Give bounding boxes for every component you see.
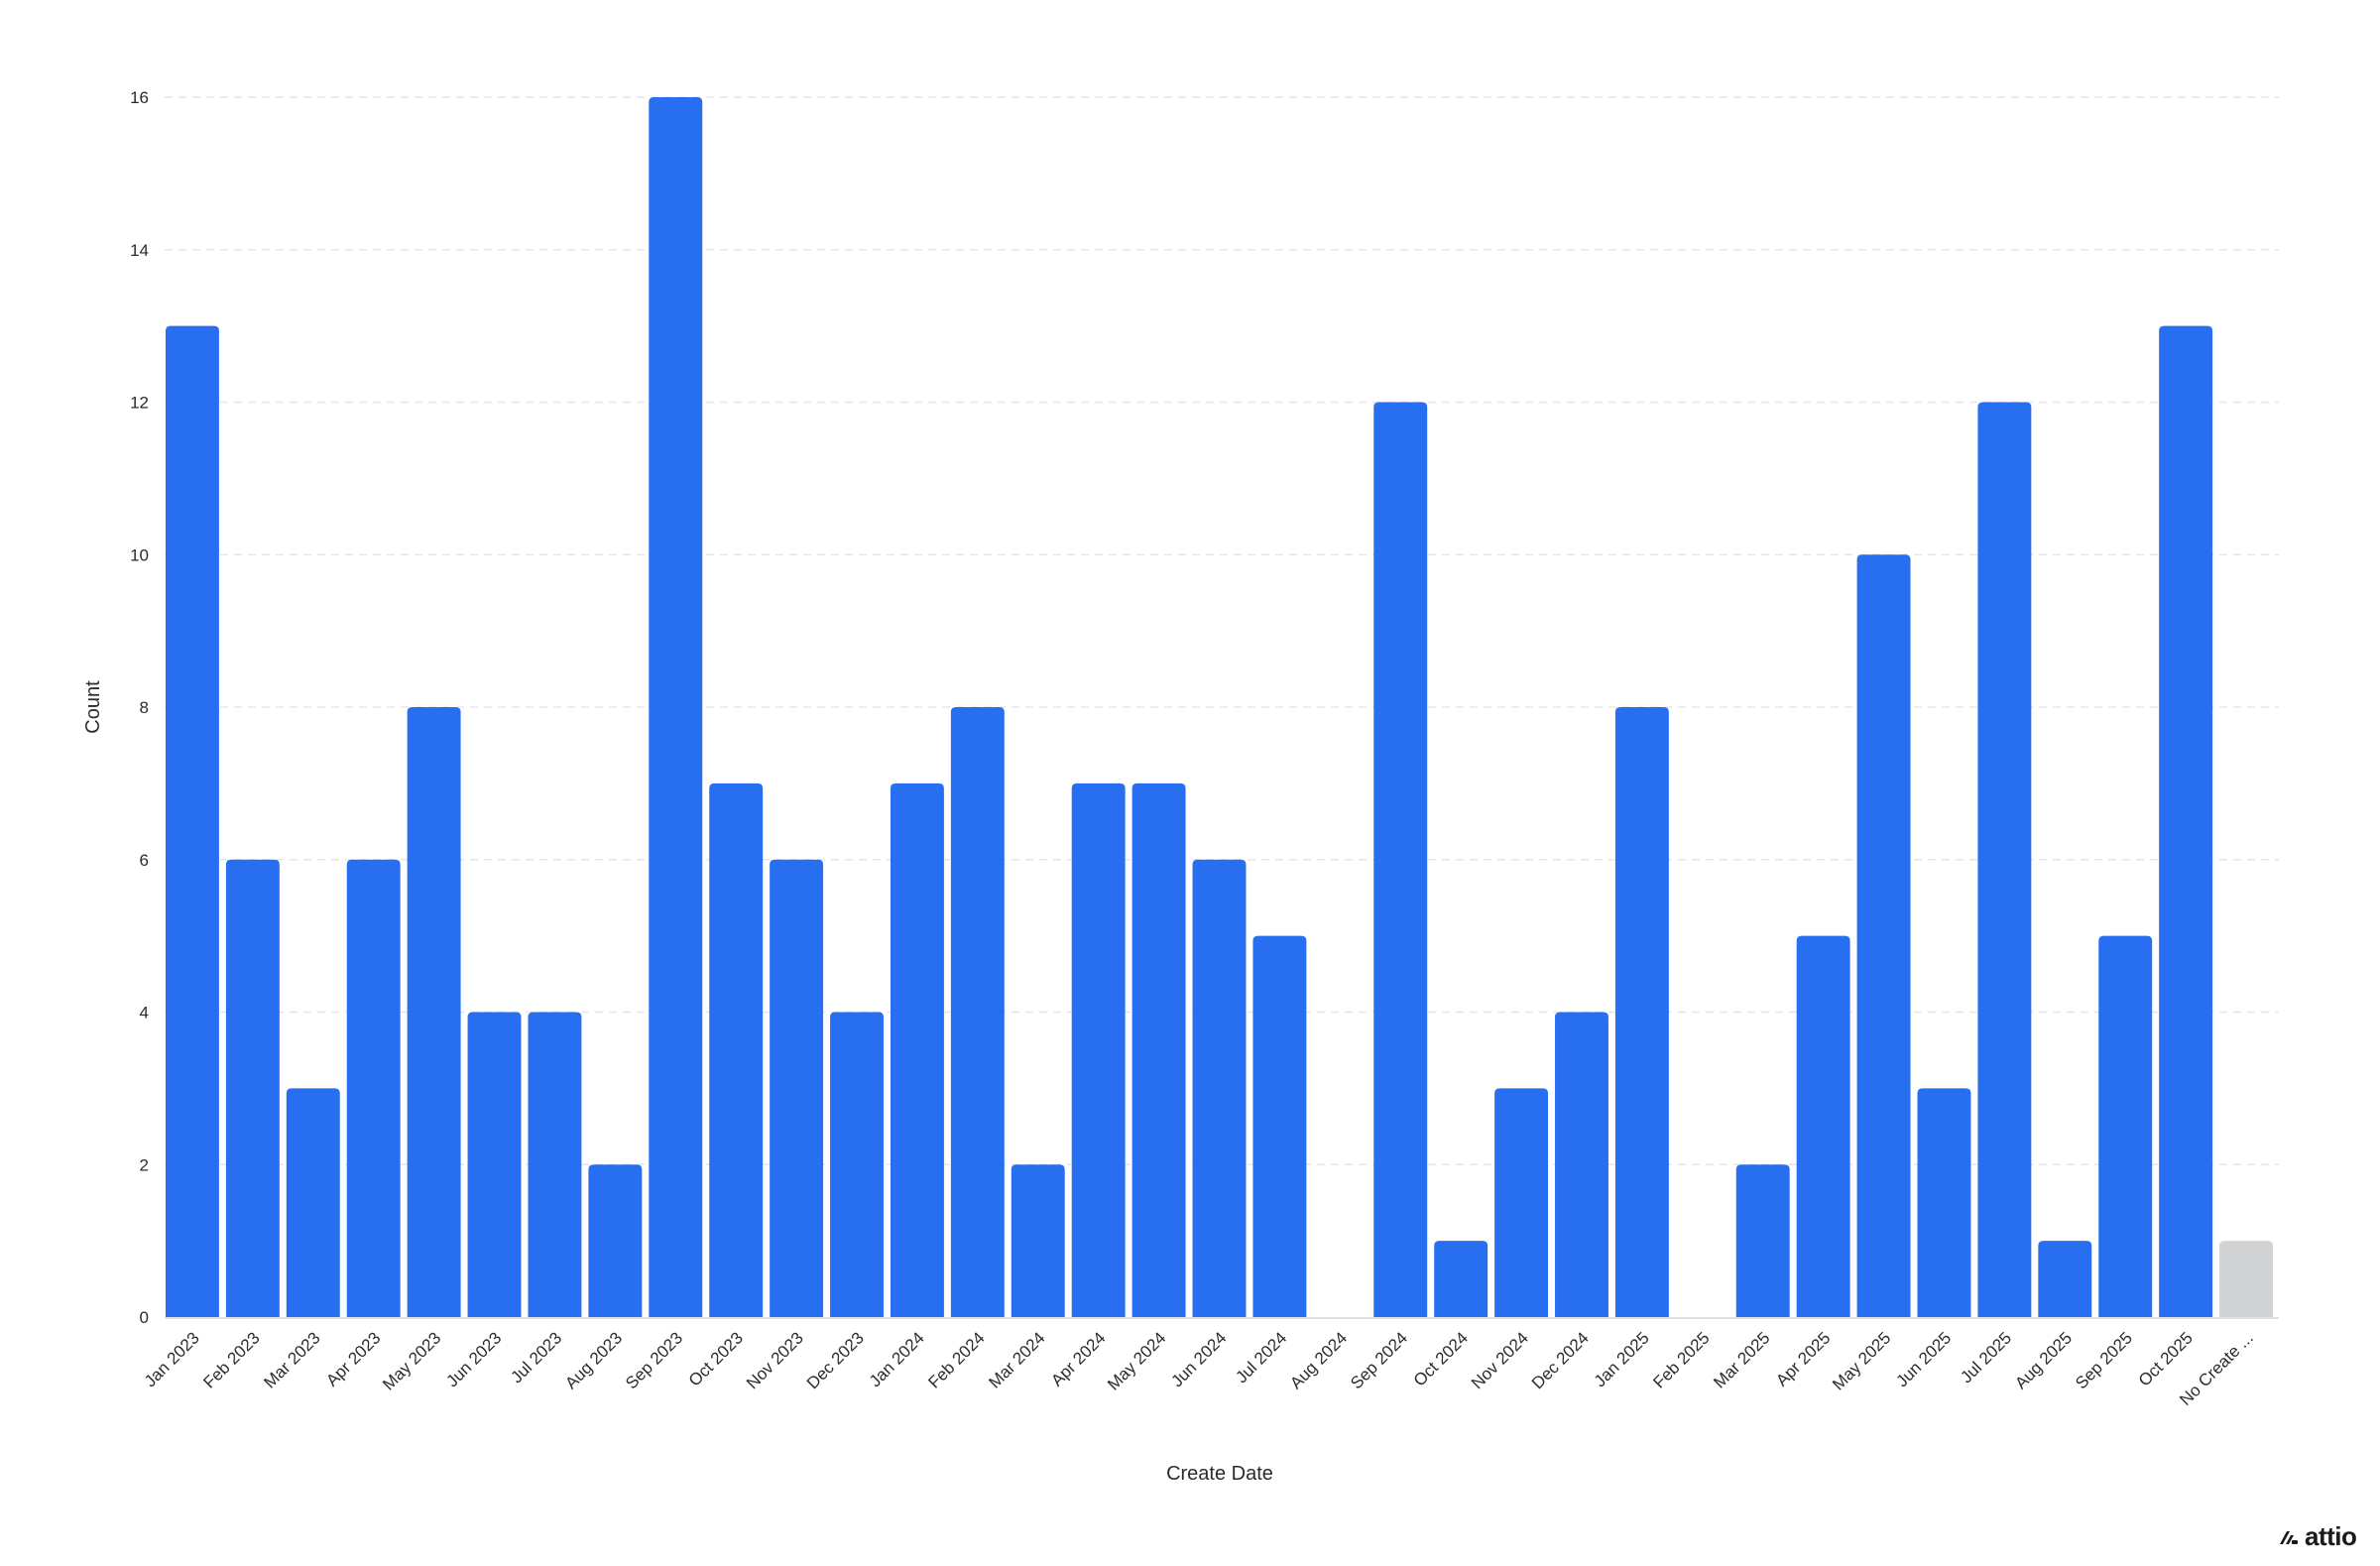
attio-logo-icon [2280,1530,2298,1544]
bars [166,97,2273,1317]
x-tick-label: Sep 2025 [2072,1328,2136,1392]
x-tick-label: May 2023 [379,1328,444,1393]
x-tick-label: Mar 2023 [260,1328,323,1391]
bar[interactable] [467,1012,522,1318]
x-tick-label: Dec 2023 [803,1328,868,1392]
bar[interactable] [166,325,219,1317]
x-tick-label: Jul 2023 [507,1328,565,1386]
y-tick-label: 8 [140,698,149,717]
x-tick-label: Mar 2025 [1710,1328,1773,1391]
x-tick-label: Aug 2023 [561,1328,626,1392]
x-tick-label: Apr 2025 [1772,1328,1834,1389]
bar[interactable] [1434,1241,1488,1317]
bar[interactable] [2098,935,2153,1317]
x-tick-label: Feb 2024 [924,1328,988,1391]
bar[interactable] [649,97,703,1317]
bar[interactable] [286,1088,340,1317]
bar[interactable] [709,783,764,1317]
x-axis-title: Create Date [1166,1463,1273,1485]
x-tick-label: Mar 2024 [985,1328,1048,1391]
x-tick-label: Aug 2024 [1286,1328,1351,1392]
x-tick-label: Jun 2025 [1892,1328,1955,1390]
x-tick-label: Oct 2024 [1410,1328,1472,1389]
bar[interactable] [950,707,1005,1317]
x-tick-label: Jan 2023 [141,1328,203,1390]
x-tick-label: Jun 2023 [442,1328,505,1390]
y-tick-label: 14 [130,241,149,260]
x-tick-label: Feb 2025 [1649,1328,1713,1391]
x-tick-label: Dec 2024 [1528,1328,1593,1392]
bar[interactable] [528,1012,582,1318]
x-tick-label: Nov 2023 [743,1328,807,1392]
bar[interactable] [1373,402,1428,1318]
y-tick-label: 4 [140,1004,149,1023]
y-tick-label: 2 [140,1155,149,1174]
x-tick-label: May 2025 [1829,1328,1894,1393]
x-tick-label: Aug 2025 [2011,1328,2076,1392]
x-tick-label: Oct 2023 [685,1328,747,1389]
bar[interactable] [225,859,280,1317]
bar[interactable] [1131,783,1186,1317]
x-tick-label: Sep 2023 [622,1328,686,1392]
bar[interactable] [588,1164,643,1317]
bar[interactable] [2159,325,2213,1317]
logo-text: attio [2305,1521,2357,1551]
bar[interactable] [1977,402,2032,1318]
bar[interactable] [1071,783,1126,1317]
x-tick-label: Nov 2024 [1468,1328,1532,1392]
bar[interactable] [407,707,461,1317]
bar[interactable] [1735,1164,1790,1317]
y-tick-label: 0 [140,1308,149,1327]
x-tick-label: Oct 2025 [2135,1328,2197,1389]
bar[interactable] [2219,1241,2273,1317]
bar[interactable] [1796,935,1850,1317]
y-tick-label: 10 [130,545,149,564]
x-tick-label: Jan 2025 [1591,1328,1653,1390]
bar[interactable] [1494,1088,1549,1317]
y-axis-ticks: 0 2 4 6 8 10 12 14 16 [130,88,149,1327]
bar[interactable] [1555,1012,1608,1318]
bar[interactable] [1856,554,1911,1317]
bar[interactable] [890,783,944,1317]
y-tick-label: 16 [130,88,149,107]
attio-logo: attio [2277,1521,2357,1552]
y-tick-label: 12 [130,394,149,413]
y-tick-label: 6 [140,851,149,870]
x-tick-label: Jun 2024 [1167,1328,1230,1390]
x-tick-label: Apr 2024 [1047,1328,1109,1389]
bar[interactable] [830,1012,884,1318]
x-tick-label: Jul 2025 [1957,1328,2015,1386]
bar[interactable] [1917,1088,1971,1317]
bar[interactable] [1011,1164,1065,1317]
bar[interactable] [1252,935,1307,1317]
bar[interactable] [1192,859,1247,1317]
x-tick-label: Feb 2023 [199,1328,263,1391]
x-tick-label: Sep 2024 [1347,1328,1411,1392]
bar[interactable] [1614,707,1669,1317]
bar[interactable] [2038,1241,2092,1317]
bar[interactable] [346,859,401,1317]
x-tick-label: Jan 2024 [866,1328,928,1390]
x-tick-label: Jul 2024 [1232,1328,1290,1386]
x-tick-label: Apr 2023 [322,1328,384,1389]
bar[interactable] [770,859,824,1317]
x-tick-label: May 2024 [1104,1328,1169,1393]
y-axis-title: Count [82,680,104,734]
